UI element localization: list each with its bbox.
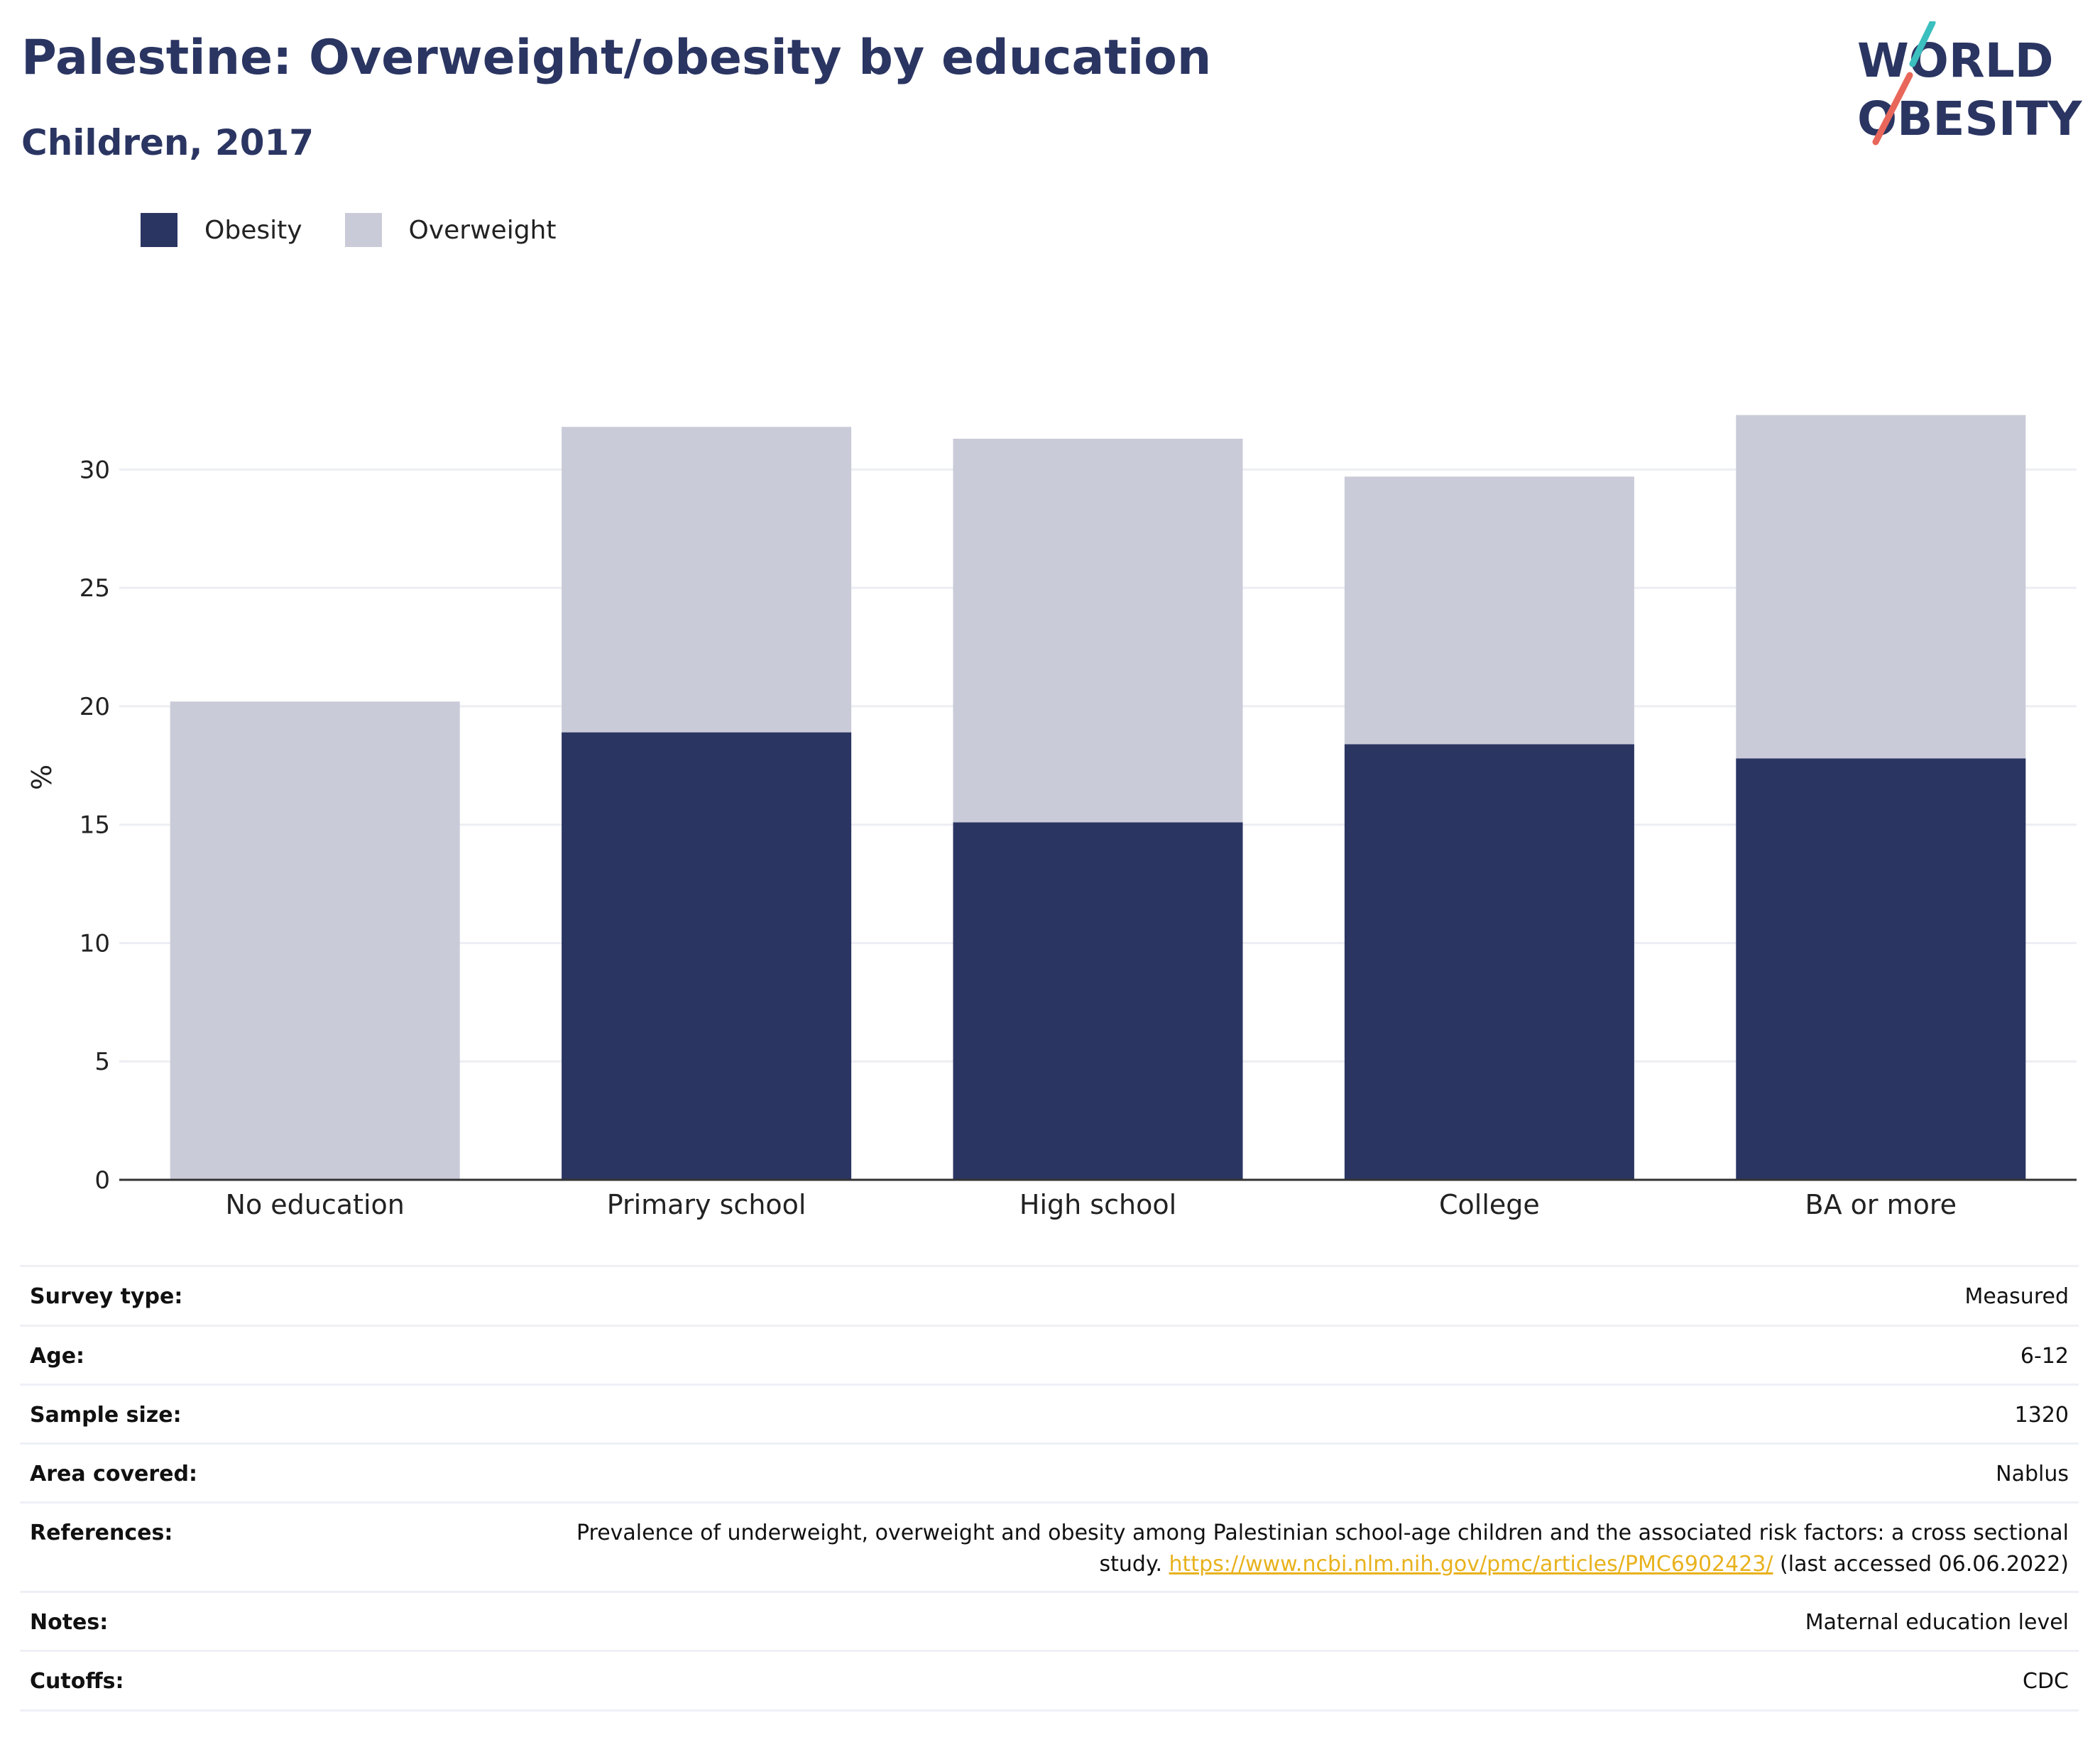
world-obesity-logo: WORLD OBESITY [1857, 21, 2083, 146]
legend-item-overweight[interactable]: Overweight [344, 213, 557, 247]
legend-label-overweight: Overweight [408, 215, 557, 245]
x-tick-label-no-education: No education [226, 1189, 405, 1220]
y-tick-label-5: 5 [94, 1048, 110, 1076]
x-tick-label-primary-school: Primary school [607, 1189, 806, 1220]
meta-label-notes: Notes: [30, 1610, 109, 1635]
meta-label-survey-type: Survey type: [30, 1284, 183, 1309]
y-tick-label-20: 20 [80, 693, 110, 721]
reference-text: Prevalence of underweight, overweight an… [576, 1521, 2069, 1577]
meta-value-age: 6-12 [2020, 1344, 2069, 1369]
meta-row-area: Area covered: Nablus [20, 1445, 2079, 1504]
logo-coral-slash [1872, 72, 1913, 146]
chart-title: Palestine: Overweight/obesity by educati… [21, 30, 1212, 86]
meta-value-cutoffs: CDC [2023, 1669, 2069, 1694]
bar-overweight-no-education [170, 701, 460, 1180]
y-tick-label-10: 10 [80, 929, 110, 958]
survey-info-table: Survey type: Measured Age: 6-12 Sample s… [20, 1265, 2079, 1712]
y-axis-title: % [26, 765, 58, 790]
reference-accessed: (last accessed 06.06.2022) [1780, 1552, 2069, 1577]
meta-value-area: Nablus [1996, 1462, 2069, 1486]
legend-swatch-obesity [141, 213, 177, 247]
meta-row-cutoffs: Cutoffs: CDC [20, 1652, 2079, 1712]
chart-subtitle: Children, 2017 [21, 122, 315, 163]
meta-value-sample-size: 1320 [2014, 1403, 2069, 1428]
meta-label-area: Area covered: [30, 1462, 197, 1486]
meta-value-references: Prevalence of underweight, overweight an… [507, 1504, 2069, 1580]
meta-row-notes: Notes: Maternal education level [20, 1593, 2079, 1652]
bar-obesity-ba-or-more [1736, 758, 2026, 1180]
meta-row-age: Age: 6-12 [20, 1327, 2079, 1386]
bar-overweight-primary-school [562, 427, 852, 733]
bar-obesity-college [1344, 744, 1634, 1180]
meta-label-cutoffs: Cutoffs: [30, 1669, 124, 1694]
legend-item-obesity[interactable]: Obesity [141, 213, 302, 247]
bar-obesity-primary-school [562, 732, 852, 1180]
y-tick-label-25: 25 [80, 574, 110, 603]
legend-label-obesity: Obesity [204, 215, 302, 245]
meta-row-references: References: Prevalence of underweight, o… [20, 1504, 2079, 1593]
x-tick-label-high-school: High school [1019, 1189, 1176, 1220]
y-tick-label-15: 15 [80, 811, 110, 840]
bar-chart: 0 5 10 15 20 25 30% No education Primary school H… [26, 415, 2077, 1220]
x-tick-label-ba-or-more: BA or more [1805, 1189, 1957, 1220]
y-tick-label-30: 30 [80, 456, 110, 484]
bar-overweight-college [1344, 476, 1634, 745]
chart-legend: Obesity Overweight [141, 210, 598, 250]
meta-value-notes: Maternal education level [1805, 1610, 2069, 1635]
legend-swatch-overweight [344, 213, 382, 247]
logo-text-world: WORLD [1857, 33, 2054, 88]
x-tick-label-college: College [1439, 1189, 1540, 1220]
bar-overweight-ba-or-more [1736, 415, 2026, 759]
reference-link[interactable]: https://www.ncbi.nlm.nih.gov/pmc/article… [1169, 1552, 1773, 1577]
meta-row-survey-type: Survey type: Measured [20, 1267, 2079, 1327]
y-tick-label-0: 0 [94, 1166, 110, 1195]
bar-obesity-high-school [953, 822, 1243, 1180]
meta-label-sample-size: Sample size: [30, 1403, 182, 1428]
logo-teal-slash [1909, 21, 1936, 67]
meta-row-sample-size: Sample size: 1320 [20, 1386, 2079, 1445]
bar-overweight-high-school [953, 439, 1243, 823]
meta-label-references: References: [30, 1521, 173, 1545]
meta-value-survey-type: Measured [1964, 1284, 2069, 1309]
meta-label-age: Age: [30, 1344, 85, 1369]
